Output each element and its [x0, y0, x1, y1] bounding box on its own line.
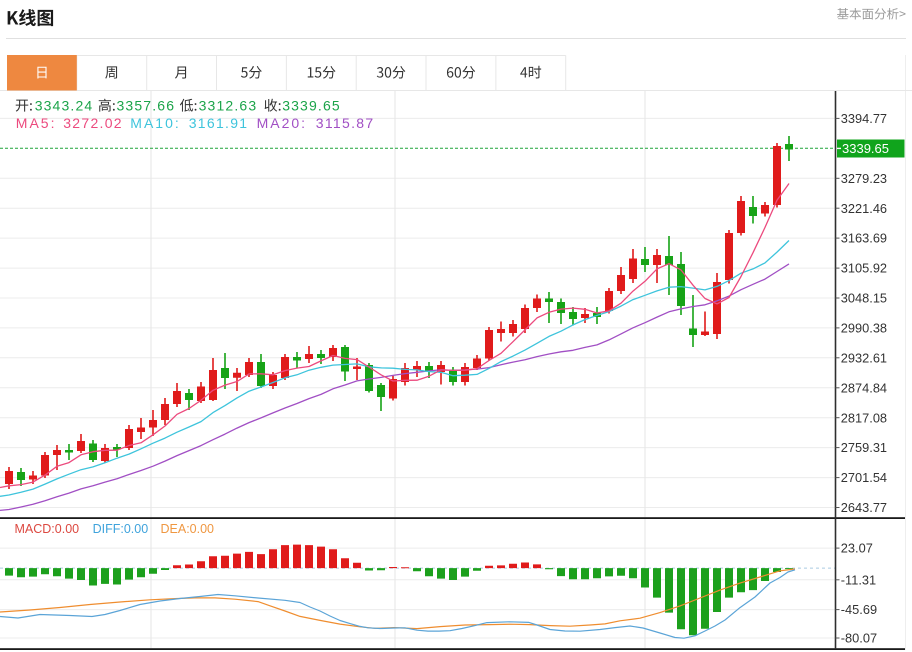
svg-text:DEA:0.00: DEA:0.00: [161, 522, 215, 536]
svg-text:3357.66: 3357.66: [117, 98, 176, 114]
svg-text:3343.24: 3343.24: [35, 98, 94, 114]
svg-text:3105.92: 3105.92: [841, 261, 887, 276]
svg-text:-45.69: -45.69: [841, 602, 877, 617]
svg-text:2874.84: 2874.84: [841, 380, 887, 395]
svg-text:3115.87: 3115.87: [316, 115, 375, 131]
svg-text:-11.31: -11.31: [841, 572, 876, 587]
svg-text:3312.63: 3312.63: [199, 98, 258, 114]
svg-text:3221.46: 3221.46: [841, 201, 887, 216]
svg-text:MA5:: MA5:: [16, 115, 57, 131]
svg-text:2759.31: 2759.31: [841, 440, 887, 455]
svg-text:3394.77: 3394.77: [841, 111, 887, 126]
svg-text:2701.54: 2701.54: [841, 470, 887, 485]
svg-text:MACD:0.00: MACD:0.00: [15, 522, 80, 536]
svg-text:2643.77: 2643.77: [841, 500, 887, 515]
svg-text:2817.08: 2817.08: [841, 410, 887, 425]
svg-text:3279.23: 3279.23: [841, 171, 887, 186]
svg-text:3163.69: 3163.69: [841, 231, 887, 246]
svg-text:3048.15: 3048.15: [841, 291, 887, 306]
svg-text:DIFF:0.00: DIFF:0.00: [93, 522, 149, 536]
svg-text:2990.38: 2990.38: [841, 321, 887, 336]
svg-text:23.07: 23.07: [841, 541, 873, 556]
svg-text:2932.61: 2932.61: [841, 350, 887, 365]
svg-text:MA20:: MA20:: [257, 115, 307, 131]
svg-text:3272.02: 3272.02: [63, 115, 123, 131]
svg-text:3161.91: 3161.91: [189, 115, 249, 131]
svg-text:3339.65: 3339.65: [282, 98, 341, 114]
svg-text:3339.65: 3339.65: [842, 141, 889, 156]
svg-text:-80.07: -80.07: [841, 631, 877, 646]
svg-text:MA10:: MA10:: [130, 115, 180, 131]
